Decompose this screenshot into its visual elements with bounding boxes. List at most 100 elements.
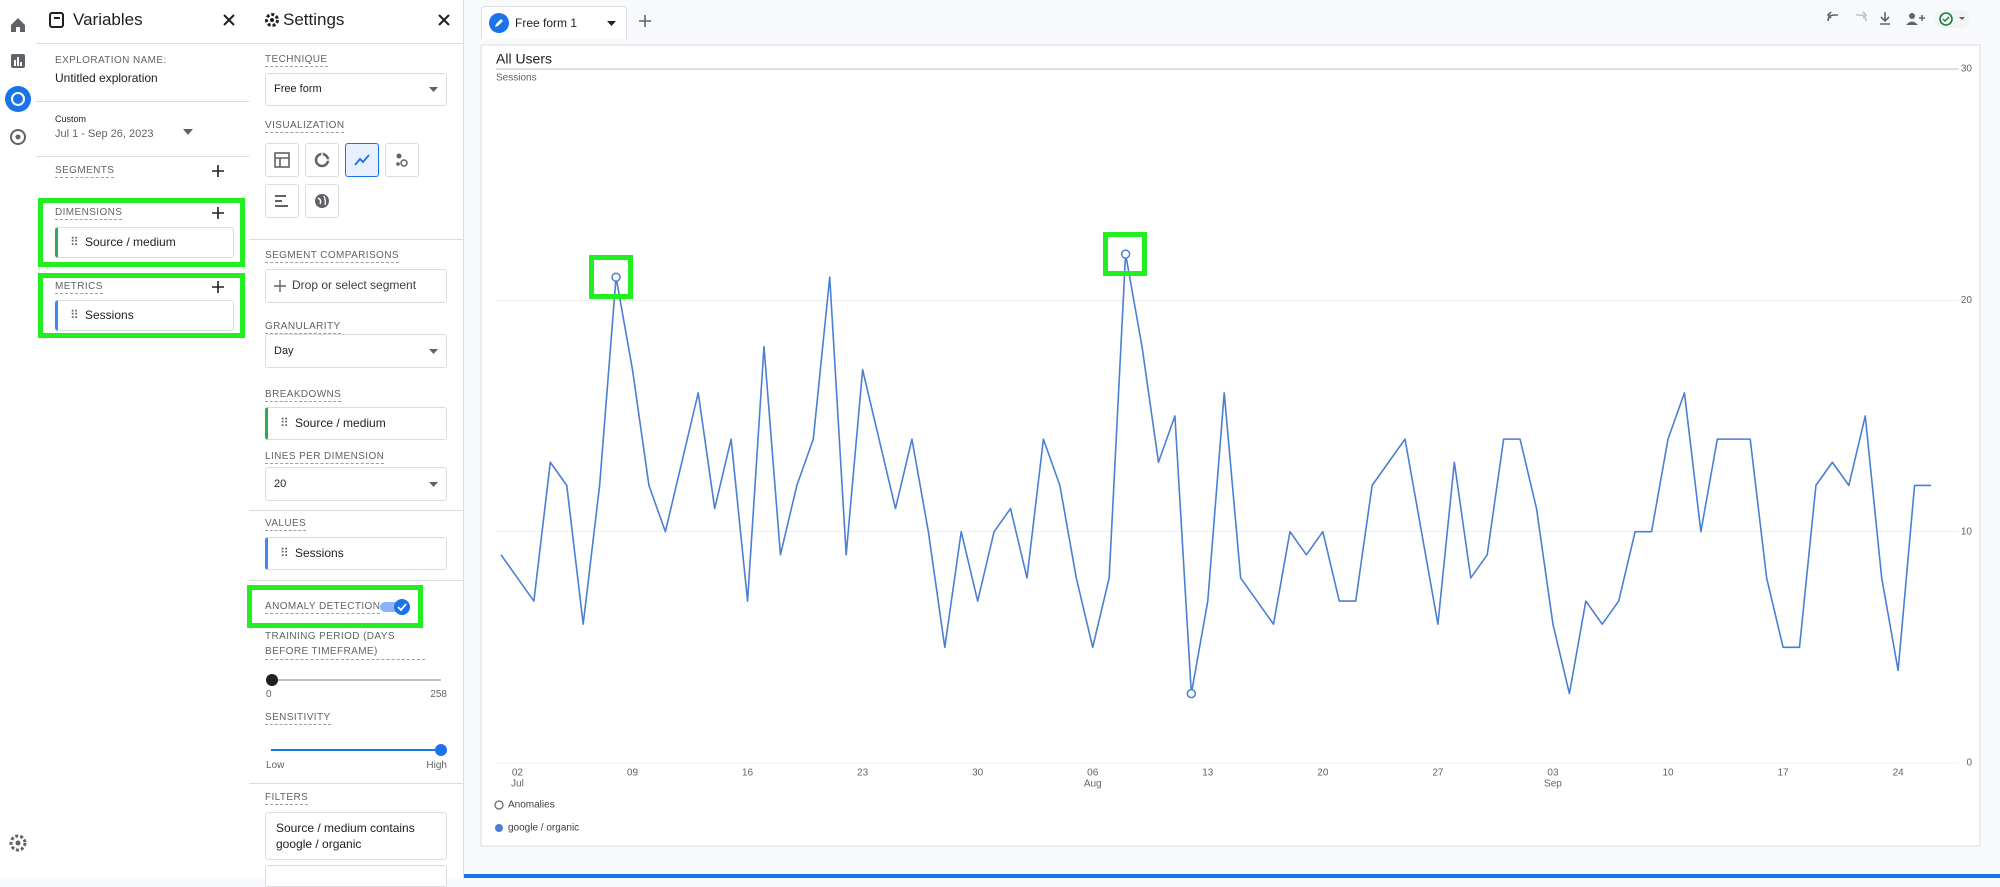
highlight-box — [1103, 232, 1147, 276]
exploration-name[interactable]: Untitled exploration — [55, 71, 158, 85]
dimension-name: Source / medium — [85, 235, 176, 249]
anomaly-toggle[interactable] — [379, 597, 413, 617]
scatter-viz-button[interactable] — [385, 143, 419, 177]
close-button[interactable] — [437, 13, 451, 27]
tab-name: Free form 1 — [515, 16, 578, 30]
x-group-label: Aug — [1084, 779, 1102, 790]
geo-viz-button[interactable] — [305, 184, 339, 218]
slider-max: 258 — [430, 689, 447, 700]
tab[interactable]: Free form 1 — [481, 6, 627, 39]
bottom-bar — [0, 874, 2000, 878]
dropdown-arrow — [607, 21, 616, 26]
separator — [36, 101, 249, 102]
section-label: SEGMENT COMPARISONS — [265, 250, 399, 263]
highlight-box — [247, 585, 423, 628]
nav-rail — [0, 0, 37, 878]
x-tick-label: 03 — [1547, 768, 1559, 779]
add-button[interactable] — [211, 164, 225, 178]
y-tick-label: 30 — [1961, 64, 1973, 75]
x-tick-label: 09 — [627, 768, 639, 779]
training-slider[interactable] — [265, 672, 447, 688]
series-line — [500, 253, 1931, 695]
donut-viz-button[interactable] — [305, 143, 339, 177]
dropdown-arrow[interactable] — [183, 129, 193, 135]
dropdown-value: Day — [274, 345, 294, 357]
section-label: SENSITIVITY — [265, 712, 331, 725]
explore-icon[interactable] — [3, 84, 33, 114]
advertising-icon[interactable] — [5, 124, 31, 150]
lines-dropdown[interactable]: 20 — [265, 467, 447, 501]
section-label: SEGMENTS — [55, 165, 115, 178]
dropdown-value: Free form — [274, 83, 322, 95]
table-icon — [274, 152, 290, 168]
panel-title: Variables — [73, 10, 143, 29]
technique-dropdown[interactable]: Free form — [265, 73, 447, 106]
anomaly-marker — [1186, 688, 1197, 699]
highlight-box — [38, 198, 245, 267]
breakdown-chip[interactable]: ⠿ Source / medium — [265, 407, 447, 440]
tab-icon — [489, 13, 509, 33]
filter-drop-zone[interactable] — [265, 865, 447, 887]
y-tick-label: 10 — [1961, 526, 1973, 537]
field-label: EXPLORATION NAME: — [55, 55, 167, 66]
admin-icon[interactable] — [5, 830, 31, 856]
legend-marker — [495, 824, 503, 832]
x-group-label: Jul — [511, 779, 524, 790]
date-range[interactable]: Jul 1 - Sep 26, 2023 — [55, 128, 154, 140]
panel-title: Settings — [283, 10, 345, 29]
line-icon — [354, 154, 370, 166]
settings-panel: Settings TECHNIQUE Free form VISUALIZATI… — [249, 0, 464, 887]
add-button[interactable] — [211, 206, 225, 220]
value-chip[interactable]: ⠿ Sessions — [265, 537, 447, 570]
redo-button[interactable] — [1856, 11, 1868, 22]
section-label: ANOMALY DETECTION — [265, 601, 381, 614]
bar-icon — [275, 195, 288, 207]
metric-name: Sessions — [85, 308, 134, 322]
anomaly-marker — [1120, 249, 1131, 259]
dimension-chip[interactable]: ⠿ Source / medium — [55, 227, 234, 258]
separator — [249, 239, 463, 240]
x-tick-label: 23 — [857, 768, 869, 779]
y-tick-label: 0 — [1966, 758, 1972, 769]
status-menu[interactable] — [1934, 10, 1970, 28]
add-icon — [274, 280, 286, 292]
sensitivity-slider[interactable] — [265, 742, 447, 758]
x-tick-label: 16 — [742, 768, 754, 779]
x-tick-label: 06 — [1087, 768, 1099, 779]
slider-min: 0 — [266, 689, 272, 700]
date-range-label: Custom — [55, 114, 87, 124]
drag-handle: ⠿ — [280, 546, 289, 560]
bar-viz-button[interactable] — [265, 184, 299, 218]
separator — [249, 580, 463, 581]
download-button[interactable] — [1880, 12, 1890, 25]
section-label: VALUES — [265, 518, 307, 531]
share-button[interactable] — [1906, 13, 1925, 25]
section-label: DIMENSIONS — [55, 207, 123, 220]
highlight-box — [589, 255, 633, 299]
undo-button[interactable] — [1826, 11, 1838, 22]
close-button[interactable] — [222, 13, 236, 27]
x-group-label: Sep — [1544, 779, 1562, 790]
reports-icon[interactable] — [5, 48, 31, 74]
segment-placeholder: Drop or select segment — [292, 278, 417, 292]
section-label: METRICS — [55, 281, 103, 294]
line-viz-button[interactable] — [345, 143, 379, 177]
section-label: FILTERS — [265, 792, 309, 805]
metric-chip[interactable]: ⠿ Sessions — [55, 300, 234, 331]
add-tab-button[interactable] — [638, 14, 652, 28]
value-name: Sessions — [295, 546, 344, 560]
add-button[interactable] — [211, 280, 225, 294]
separator — [36, 43, 249, 44]
x-tick-label: 27 — [1432, 768, 1444, 779]
granularity-dropdown[interactable]: Day — [265, 334, 447, 368]
y-tick-label: 20 — [1961, 295, 1973, 306]
section-label: TRAINING PERIOD (DAYS BEFORE TIMEFRAME) — [265, 629, 425, 660]
settings-icon — [265, 13, 279, 27]
home-icon[interactable] — [5, 12, 31, 38]
filter-chip[interactable]: Source / medium contains google / organi… — [265, 812, 447, 860]
segment-drop-zone[interactable]: Drop or select segment — [265, 269, 447, 303]
toolbar — [1826, 10, 1970, 28]
table-viz-button[interactable] — [265, 143, 299, 177]
section-label: BREAKDOWNS — [265, 389, 342, 402]
